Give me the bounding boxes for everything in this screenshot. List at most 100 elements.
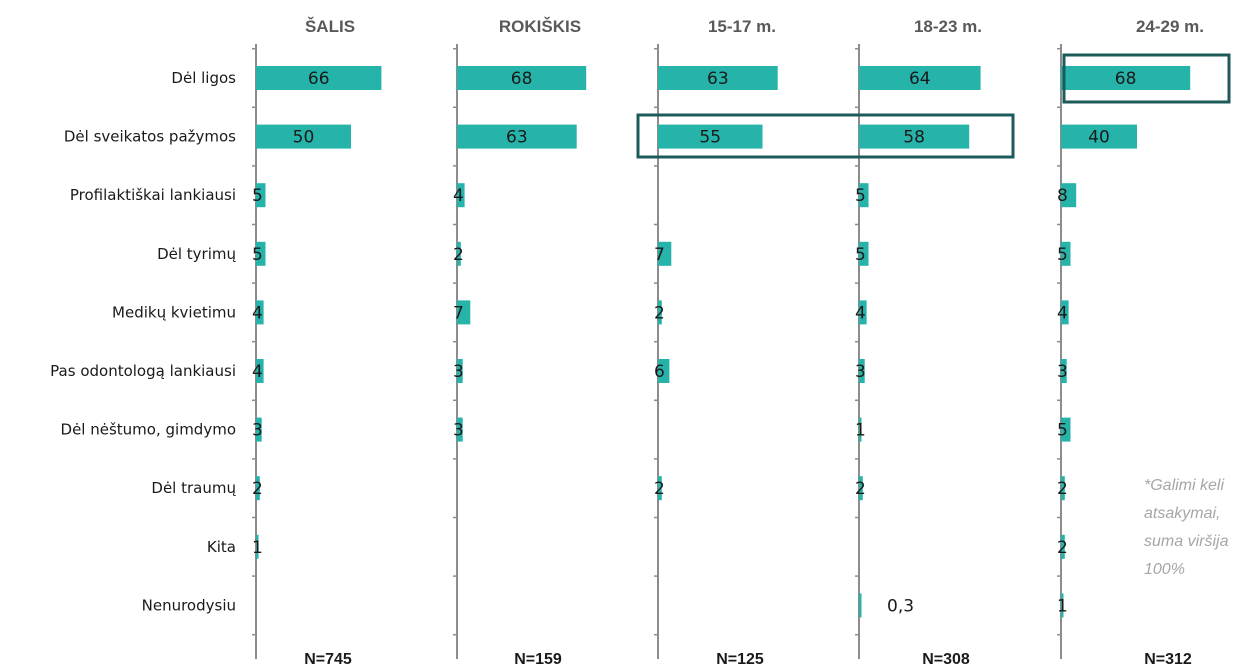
bar [859,300,867,325]
bar [859,66,981,90]
data-label: 2 [855,479,866,499]
data-label: 0,3 [887,596,914,616]
data-label: 64 [909,69,931,89]
data-label: 8 [1057,186,1068,206]
value-labels: 665055443216863427336355726264585543120,… [252,69,1136,616]
sample-size: N=159 [514,651,562,668]
data-label: 6 [654,362,665,382]
bar [1061,66,1191,90]
panel-header: 15-17 m. [708,17,776,36]
bars [256,66,1191,618]
data-label: 68 [1115,69,1137,89]
bar [859,476,863,501]
category-labels: Dėl ligos Dėl sveikatos pažymos Profilakti… [50,69,236,614]
data-label: 5 [252,186,263,206]
data-label: 2 [654,479,665,499]
bar [859,593,862,618]
bar [457,241,461,266]
bar [457,300,471,325]
bar [1061,124,1137,149]
data-label: 4 [453,186,464,206]
data-label: 3 [453,421,464,441]
bar [658,359,670,383]
bar [1061,476,1065,501]
bar [658,241,672,266]
data-label: 3 [453,362,464,382]
data-label: 63 [707,69,729,89]
bar [457,66,587,90]
bar [1061,300,1069,325]
category-label: Kita [207,538,236,556]
data-label: 68 [511,69,533,89]
bar [256,241,266,266]
data-label: 3 [1057,362,1068,382]
bar [658,66,778,90]
data-label: 4 [855,303,866,323]
data-label: 1 [252,538,263,558]
bar [658,476,662,501]
data-label: 2 [1057,538,1068,558]
bar [256,124,351,149]
panel-header: 18-23 m. [914,17,982,36]
sample-size-labels: N=745 N=159 N=125 N=308 N=312 [304,651,1192,668]
data-label: 4 [252,303,263,323]
category-label: Dėl tyrimų [157,245,236,263]
bar [457,359,463,383]
footnote-line-1: *Galimi keli [1144,477,1224,494]
data-label: 5 [1057,421,1068,441]
footnote-line-2: atsakymai, [1144,505,1220,522]
category-label: Medikų kvietimu [112,303,236,321]
data-label: 4 [1057,303,1068,323]
bar [1061,593,1064,618]
sample-size: N=312 [1144,651,1192,668]
category-label: Dėl ligos [171,69,236,87]
highlight-box [1062,53,1231,104]
bar [256,300,264,325]
data-label: 1 [855,421,866,441]
sample-size: N=745 [304,651,352,668]
category-label: Dėl traumų [151,479,236,497]
bar [256,66,382,90]
bar [1061,417,1071,442]
data-label: 50 [293,128,315,148]
bar [1061,241,1071,266]
category-label: Pas odontologą lankiausi [50,362,236,380]
bar [859,241,869,266]
bar [1061,183,1077,208]
data-label: 58 [903,128,925,148]
bar [256,183,266,208]
bar [457,124,577,149]
panel-headers: ŠALIS ROKIŠKIS 15-17 m. 18-23 m. 24-29 m. [305,17,1204,36]
data-label: 3 [252,421,263,441]
panel-header: 24-29 m. [1136,17,1204,36]
data-label: 40 [1088,128,1110,148]
bar [1061,534,1065,559]
category-label: Dėl sveikatos pažymos [64,128,236,146]
highlight-boxes [636,53,1231,159]
sample-size: N=308 [922,651,970,668]
data-label: 4 [252,362,263,382]
bar [859,417,862,442]
bar [256,359,264,383]
category-label: Profilaktiškai lankiausi [70,186,236,204]
data-label: 5 [855,245,866,265]
sample-size: N=125 [716,651,764,668]
bar [457,183,465,208]
highlight-box [636,113,1015,159]
bar [859,183,869,208]
footnote: *Galimi keli atsakymai, suma viršija 100… [1144,477,1233,578]
data-label: 1 [1057,596,1068,616]
bar [1061,359,1067,383]
bar [658,124,763,149]
bar [658,300,662,325]
bar [859,359,865,383]
bar [256,417,262,442]
data-label: 63 [506,128,528,148]
data-label: 3 [855,362,866,382]
bar [457,417,463,442]
data-label: 7 [453,303,464,323]
data-label: 55 [699,128,721,148]
panel-header: ŠALIS [305,17,355,36]
data-label: 2 [1057,479,1068,499]
